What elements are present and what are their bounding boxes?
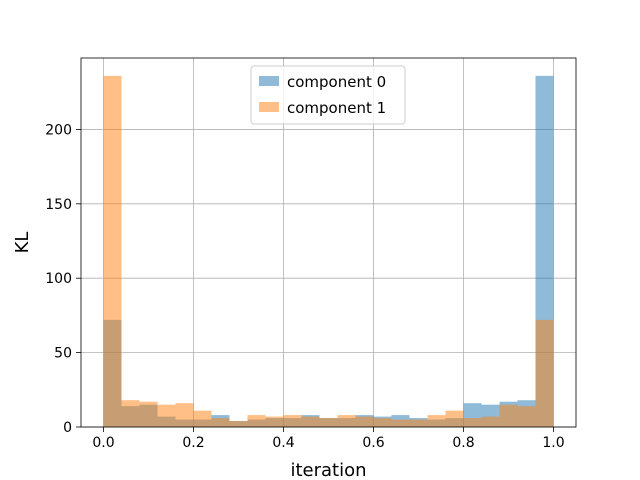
bar-series-1 [157, 404, 176, 427]
x-tick-label: 0.2 [182, 435, 204, 451]
bar-series-1 [193, 410, 212, 427]
bar-series-1 [319, 418, 338, 427]
bar-series-1 [427, 415, 446, 427]
x-tick-label: 0.4 [272, 435, 294, 451]
x-tick-label: 0.8 [452, 435, 474, 451]
legend-swatch [259, 102, 279, 112]
bar-series-1 [391, 419, 410, 427]
legend-label: component 0 [287, 73, 386, 91]
bar-series-1 [373, 418, 392, 427]
legend: component 0 component 1 [250, 65, 406, 125]
bar-series-1 [337, 415, 356, 427]
x-axis-label: iteration [290, 460, 366, 480]
bar-series-1 [283, 415, 302, 427]
plot-frame [80, 57, 577, 428]
y-axis-ticks: 0 50 100 150 200 [45, 122, 81, 436]
bar-series-1 [463, 418, 482, 427]
x-tick-label: 1.0 [542, 435, 564, 451]
x-tick-label: 0.6 [362, 435, 384, 451]
bar-series-1 [355, 416, 374, 427]
bar-series-1 [265, 416, 284, 427]
y-tick-label: 150 [45, 197, 72, 213]
bar-series-1 [499, 404, 518, 427]
bar-series-1 [103, 75, 122, 428]
bar-series-1 [445, 410, 464, 427]
legend-box [250, 65, 406, 125]
y-tick-label: 50 [54, 346, 72, 362]
x-tick-label: 0.0 [92, 435, 114, 451]
bar-series-1 [301, 416, 320, 427]
bar-series-1 [535, 319, 554, 427]
bar-series-1 [121, 400, 140, 427]
bar-series-1 [211, 418, 230, 427]
bar-series-1 [517, 406, 536, 427]
bar-series-1 [481, 416, 500, 427]
bar-series-1 [175, 403, 194, 427]
y-tick-label: 200 [45, 122, 72, 138]
histogram-bars [103, 75, 554, 428]
bar-series-1 [247, 415, 266, 427]
bar-series-1 [229, 421, 248, 427]
bar-series-1 [409, 419, 428, 427]
legend-label: component 1 [287, 99, 386, 117]
bar-series-1 [139, 401, 158, 427]
y-tick-label: 0 [63, 420, 72, 436]
y-tick-label: 100 [45, 271, 72, 287]
y-axis-label: KL [12, 232, 33, 254]
x-axis-ticks: 0.0 0.2 0.4 0.6 0.8 1.0 [92, 427, 565, 451]
legend-swatch [259, 76, 279, 86]
